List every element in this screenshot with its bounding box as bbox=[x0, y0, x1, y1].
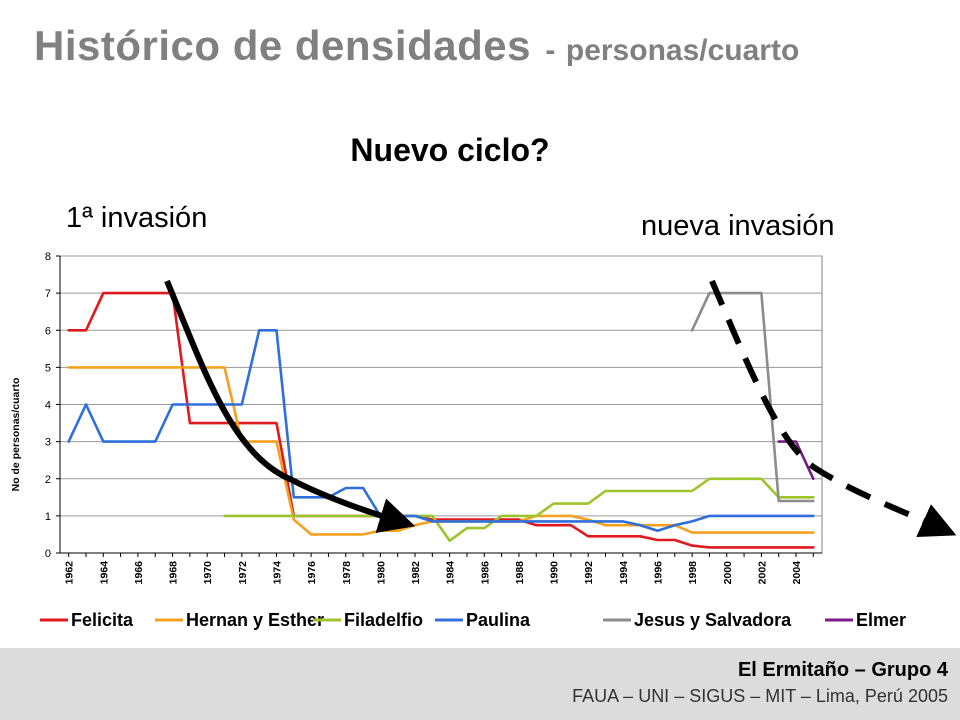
legend-label: Jesus y Salvadora bbox=[634, 610, 792, 630]
legend-label: Paulina bbox=[466, 610, 531, 630]
y-axis-label: No de personas/cuarto bbox=[10, 378, 22, 492]
slide-title: Histórico de densidades - personas/cuart… bbox=[34, 22, 799, 70]
footer-group: El Ermitaño – Grupo 4 bbox=[737, 659, 948, 681]
title-separator: - bbox=[545, 34, 556, 67]
annotation-first-invasion: 1ª invasión bbox=[66, 202, 208, 234]
density-chart: 0 1 2 3 4 5 6 7 8 No de personas/cuarto 1962 1964 1… bbox=[10, 251, 957, 630]
arrow-new-invasion bbox=[709, 279, 957, 538]
x-tick-label: 1964 bbox=[98, 561, 110, 585]
y-tick-label: 8 bbox=[45, 251, 51, 263]
annotation-new-invasion: nueva invasión bbox=[641, 210, 835, 242]
legend-label: Felicita bbox=[71, 610, 134, 630]
x-tick-label: 1974 bbox=[271, 561, 283, 585]
y-tick-label: 6 bbox=[45, 325, 51, 337]
x-tick-label: 1994 bbox=[618, 561, 630, 585]
footer-credits: FAUA – UNI – SIGUS – MIT – Lima, Perú 20… bbox=[572, 686, 948, 706]
x-tick-label: 1966 bbox=[133, 561, 145, 585]
y-tick-label: 2 bbox=[45, 474, 51, 486]
y-tick-label: 7 bbox=[45, 288, 51, 300]
x-tick-label: 2004 bbox=[791, 561, 803, 585]
x-tick-label: 1968 bbox=[168, 561, 180, 585]
x-tick-label: 1980 bbox=[375, 561, 387, 585]
series-line-jesus-y-salvadora bbox=[690, 291, 815, 503]
x-tick-label: 1978 bbox=[341, 561, 353, 585]
y-tick-label: 0 bbox=[45, 548, 51, 560]
series-line-felicita bbox=[67, 291, 815, 549]
legend-label: Hernan y Esther bbox=[186, 610, 324, 630]
x-tick-label: 1996 bbox=[652, 561, 664, 585]
footer-bar: El Ermitaño – Grupo 4 FAUA – UNI – SIGUS… bbox=[0, 648, 960, 720]
y-tick-label: 4 bbox=[45, 400, 51, 412]
x-tick-label: 1990 bbox=[549, 561, 561, 585]
title-main: Histórico de densidades bbox=[34, 22, 531, 69]
series-line-paulina bbox=[67, 328, 815, 533]
x-tick-label: 1998 bbox=[687, 561, 699, 585]
title-unit: personas/cuarto bbox=[565, 34, 800, 67]
x-tick-label: 2000 bbox=[722, 561, 734, 585]
series-line-filadelfio bbox=[223, 477, 815, 543]
x-tick-label: 1962 bbox=[64, 561, 76, 585]
legend-label: Filadelfio bbox=[344, 610, 423, 630]
x-tick-label: 1982 bbox=[410, 561, 422, 585]
x-tick-label: 1986 bbox=[479, 561, 491, 585]
x-tick-label: 1972 bbox=[237, 561, 249, 585]
y-tick-label: 1 bbox=[45, 511, 51, 523]
x-tick-label: 1984 bbox=[445, 561, 457, 585]
series-line-elmer bbox=[777, 440, 815, 481]
x-tick-label: 1992 bbox=[583, 561, 595, 585]
x-tick-label: 1988 bbox=[514, 561, 526, 585]
legend-label: Elmer bbox=[856, 610, 906, 630]
x-tick-label: 2002 bbox=[756, 561, 768, 585]
arrow-first-invasion bbox=[164, 279, 416, 533]
y-tick-label: 5 bbox=[45, 362, 51, 374]
subtitle: Nuevo ciclo? bbox=[350, 132, 550, 168]
y-tick-label: 3 bbox=[45, 437, 51, 449]
x-tick-label: 1970 bbox=[202, 561, 214, 585]
x-tick-label: 1976 bbox=[306, 561, 318, 585]
